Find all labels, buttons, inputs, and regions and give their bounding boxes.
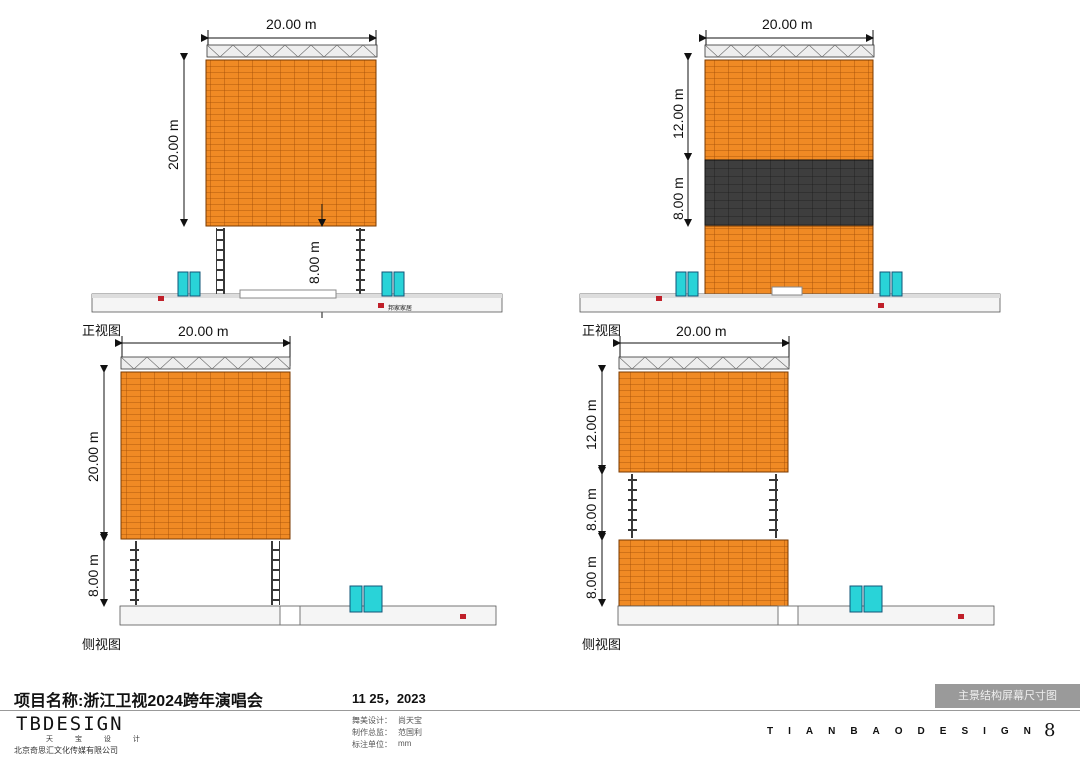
bl-lift-label: 8.00 m <box>85 554 101 597</box>
br-lower-label: 8.00 m <box>583 556 599 599</box>
tr-width-label: 20.00 m <box>762 16 813 32</box>
meta-unit: mm <box>398 739 412 748</box>
tl-height-label: 20.00 m <box>165 119 181 170</box>
caption-side-left: 侧视图 <box>82 637 122 652</box>
meta-producer-label: 制作总监： <box>352 728 392 737</box>
footer-divider <box>0 710 1080 711</box>
tr-lower-label: 8.00 m <box>670 177 686 220</box>
br-width-label: 20.00 m <box>676 323 727 339</box>
meta-producer: 范国利 <box>398 728 422 737</box>
view-top-right <box>579 30 1001 313</box>
meta-unit-label: 标注单位： <box>352 740 392 749</box>
br-mid-label: 8.00 m <box>583 488 599 531</box>
caption-side-right: 侧视图 <box>582 637 622 652</box>
bl-height-label: 20.00 m <box>85 431 101 482</box>
meta-designer-label: 舞美设计： <box>352 716 392 725</box>
view-top-left <box>91 30 503 318</box>
meta-designer: 尚天宝 <box>398 716 422 725</box>
tl-width-label: 20.00 m <box>266 16 317 32</box>
caption-front-right: 正视图 <box>582 323 622 338</box>
company-name: 北京奇思汇文化传媒有限公司 <box>14 746 118 755</box>
brand-wordmark: TIANBAODESIGN <box>767 726 1046 737</box>
stage-sign: 邦家家居 <box>388 306 413 312</box>
project-date: 11 25，2023 <box>352 691 426 706</box>
logo-subtitle: 天 宝 设 计 <box>46 736 150 743</box>
bl-width-label: 20.00 m <box>178 323 229 339</box>
project-title: 项目名称:浙江卫视2024跨年演唱会 <box>14 693 263 710</box>
caption-front-left: 正视图 <box>82 323 122 338</box>
view-bottom-left <box>100 336 497 626</box>
view-bottom-right <box>598 336 995 626</box>
br-upper-label: 12.00 m <box>583 399 599 450</box>
tbdesign-logo: TBDESIGN <box>16 713 124 735</box>
page-number: 8 <box>1044 720 1056 741</box>
sheet-title-badge: 主景结构屏幕尺寸图 <box>935 684 1080 708</box>
tl-lift-label: 8.00 m <box>306 241 322 284</box>
tr-upper-label: 12.00 m <box>670 88 686 139</box>
